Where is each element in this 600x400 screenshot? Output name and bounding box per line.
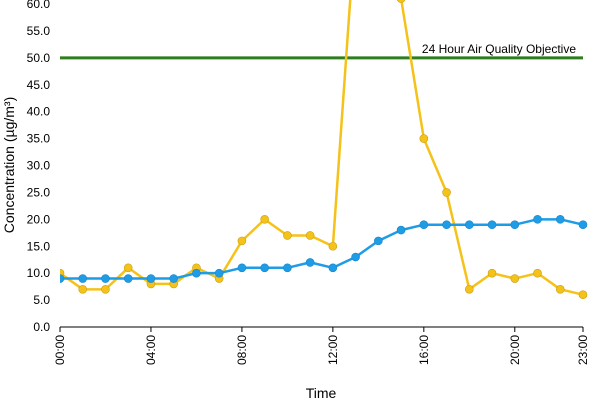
series-1-point <box>510 274 520 283</box>
y-tick-label: 25.0 <box>27 185 51 199</box>
y-tick-label: 15.0 <box>27 239 51 253</box>
series-2-point <box>374 236 383 246</box>
series-1-point <box>555 285 565 294</box>
series-1-point <box>237 236 247 246</box>
x-tick-label: 04:00 <box>144 335 158 365</box>
x-tick-label: 20:00 <box>508 335 522 365</box>
series-2-point <box>351 252 360 262</box>
x-tick-label: 16:00 <box>417 335 431 365</box>
x-axis-title: Time <box>306 385 337 400</box>
series-2-point <box>123 274 133 283</box>
series-2-point <box>214 268 224 278</box>
series-group <box>60 0 588 300</box>
series-2-point <box>146 274 156 283</box>
y-tick-label: 35.0 <box>27 132 51 146</box>
air-quality-objective-label: 24 Hour Air Quality Objective <box>422 42 576 56</box>
reference-line-group: 24 Hour Air Quality Objective <box>60 42 583 60</box>
series-2-point <box>578 220 588 230</box>
series-2-point <box>260 263 269 273</box>
series-2-point <box>237 263 247 273</box>
y-tick-label: 0.0 <box>33 320 50 334</box>
series-2-point <box>192 268 201 278</box>
series-1-point <box>260 215 269 224</box>
series-1-point <box>78 285 88 294</box>
y-tick-label: 50.0 <box>27 51 51 65</box>
series-2-point <box>510 220 520 230</box>
series-2-line <box>60 218 584 280</box>
series-2-point <box>396 225 406 235</box>
y-axis-ticks: 0.0 5.0 10.0 15.0 20.0 25.0 30.0 35.0 40.0 45.0 50… <box>27 0 51 334</box>
y-tick-label: 20.0 <box>27 212 51 226</box>
y-tick-label: 60.0 <box>27 0 51 11</box>
series-1-point <box>465 285 474 294</box>
x-tick-label: 00:00 <box>53 335 67 365</box>
y-tick-label: 30.0 <box>27 159 51 173</box>
series-2-point <box>283 263 292 273</box>
y-tick-label: 55.0 <box>27 24 51 38</box>
series-2-point <box>419 220 429 230</box>
series-2-point <box>305 258 315 267</box>
y-tick-label: 5.0 <box>33 293 50 307</box>
series-1-point <box>305 231 315 240</box>
series-1-point <box>101 285 110 294</box>
series-1-point <box>123 263 133 273</box>
x-axis-ticks: 00:00 04:00 08:00 12:00 16:00 20:00 23:00 <box>53 327 590 365</box>
series-1-point <box>283 231 292 240</box>
series-2-point <box>442 220 451 230</box>
x-tick-label: 23:00 <box>576 335 590 365</box>
series-1-point <box>419 134 429 143</box>
x-tick-label: 08:00 <box>235 335 249 365</box>
series-1-point <box>397 0 406 3</box>
y-tick-label: 10.0 <box>27 266 51 280</box>
series-2-point <box>101 274 110 283</box>
x-tick-label: 12:00 <box>326 335 340 365</box>
series-2-point <box>555 215 565 224</box>
series-2-point <box>487 220 497 230</box>
series-2-point <box>328 263 338 273</box>
series-1-point <box>533 268 542 278</box>
series-1-point <box>578 290 588 300</box>
series-2-point <box>169 274 178 283</box>
series-1-point <box>328 241 338 251</box>
y-axis-title: Concentration (µg/m³) <box>1 97 17 233</box>
y-tick-label: 45.0 <box>27 78 51 92</box>
series-2-point <box>78 274 88 283</box>
y-tick-label: 40.0 <box>27 105 51 119</box>
series-1-point <box>487 268 497 278</box>
series-2-point <box>465 220 474 230</box>
series-2-point <box>533 215 542 224</box>
series-2-point <box>60 274 65 283</box>
series-1-point <box>442 188 451 197</box>
